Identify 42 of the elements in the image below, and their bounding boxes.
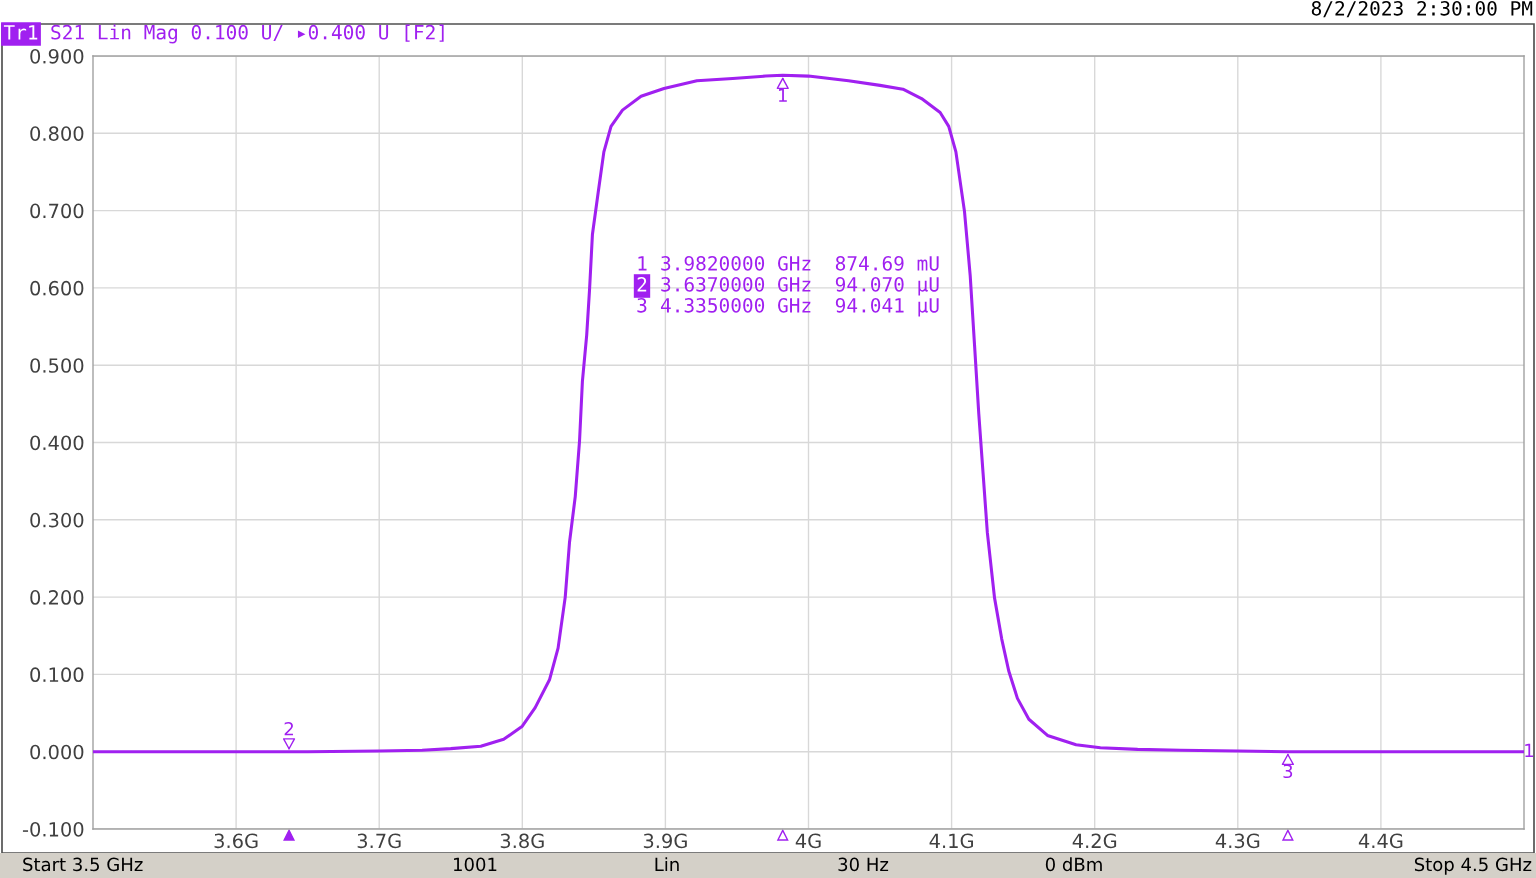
y-tick-label: 0.200 bbox=[30, 590, 84, 605]
annotation: 874.69 mU bbox=[835, 255, 939, 271]
chart-title: S21 Lin Mag 0.100 U/ ▸0.400 U [F2] bbox=[51, 24, 444, 44]
y-tick-label: 0.500 bbox=[30, 358, 84, 373]
y-tick-label: 0.300 bbox=[30, 512, 84, 528]
annotation: 2 bbox=[637, 276, 647, 292]
annotation: 3.6370000 GHz bbox=[661, 276, 811, 292]
x-tick-label: 3.9G bbox=[643, 833, 687, 849]
text: Tr1 bbox=[3, 25, 38, 40]
x-tick-label: 3.6G bbox=[214, 833, 258, 849]
text: Stop 4.5 GHz bbox=[1414, 857, 1532, 875]
annotation: 2 bbox=[284, 721, 293, 736]
y-tick-label: 0.000 bbox=[30, 744, 84, 760]
annotation: 4.3350000 GHz bbox=[660, 297, 811, 313]
y-tick-label: 0.400 bbox=[30, 435, 84, 451]
y-tick-label: 0.800 bbox=[30, 126, 84, 141]
text: 1 bbox=[1525, 743, 1534, 757]
x-tick-label: 4G bbox=[795, 833, 821, 849]
y-tick-label: 0.700 bbox=[30, 203, 84, 219]
text: Start 3.5 GHz bbox=[23, 857, 143, 872]
annotation: 3 bbox=[1283, 764, 1293, 779]
text: 1001 bbox=[454, 857, 497, 872]
y-tick-label: 0.900 bbox=[30, 48, 84, 64]
x-tick-label: 3.7G bbox=[357, 833, 401, 849]
y-tick-label: 0.100 bbox=[30, 667, 84, 683]
annotation: 3.9820000 GHz bbox=[661, 255, 811, 271]
annotation: 1 bbox=[778, 88, 787, 102]
text: 0 dBm bbox=[1045, 857, 1102, 872]
annotation: 3 bbox=[637, 297, 647, 313]
text: 30 Hz bbox=[838, 857, 889, 872]
x-tick-label: 4.2G bbox=[1072, 833, 1117, 849]
y-tick-label: -0.100 bbox=[22, 821, 84, 837]
x-tick-label: 4.4G bbox=[1358, 833, 1403, 849]
text: 8/2/2023 2:30:00 PM bbox=[1311, 0, 1533, 18]
x-tick-label: 3.8G bbox=[500, 833, 544, 849]
annotation: 1 bbox=[638, 256, 647, 271]
text: Lin bbox=[655, 857, 679, 871]
annotation: 94.070 µU bbox=[835, 276, 939, 296]
x-tick-label: 4.3G bbox=[1215, 833, 1260, 849]
x-tick-label: 4.1G bbox=[929, 833, 973, 849]
y-tick-label: 0.600 bbox=[30, 280, 84, 296]
annotation: 94.041 µU bbox=[835, 297, 939, 317]
